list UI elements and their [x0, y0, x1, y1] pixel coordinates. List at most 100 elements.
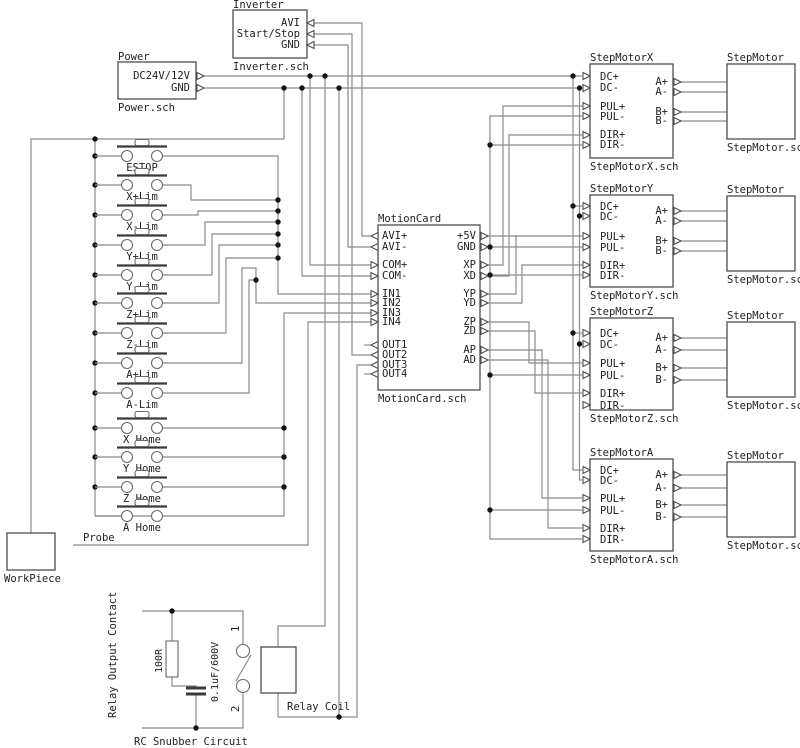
svg-text:PUL+: PUL+ — [600, 231, 625, 243]
power-pin-arrows — [196, 71, 205, 93]
rc-snubber-circuit[interactable]: Relay Output Contact 100R 0.1uF/600V 1 2… — [107, 592, 252, 748]
stepmotory-block[interactable]: StepMotorY StepMotorY.sch DC+ DC- PUL+ P… — [582, 183, 682, 302]
svg-text:StepMotor: StepMotor — [727, 310, 784, 322]
svg-text:StepMotor.sch: StepMotor.sch — [727, 142, 800, 154]
inverter-block[interactable]: Inverter Inverter.sch AVI Start/Stop GND — [232, 0, 315, 73]
capacitor-label: 0.1uF/600V — [210, 642, 221, 702]
stepmotorx-sch-label: StepMotorX.sch — [590, 161, 679, 173]
svg-text:IN3: IN3 — [382, 307, 401, 319]
svg-text:StepMotor.sch: StepMotor.sch — [727, 540, 800, 552]
svg-text:B+: B+ — [655, 499, 668, 511]
workpiece-label: WorkPiece — [4, 573, 61, 585]
stepmotorx-block[interactable]: StepMotorX StepMotorX.sch DC+ DC- PUL+ P… — [582, 52, 682, 173]
svg-text:OUT4: OUT4 — [382, 368, 407, 380]
relay-coil-label: Relay Coil — [287, 701, 350, 713]
inverter-title: Inverter — [233, 0, 284, 11]
svg-text:B+: B+ — [655, 106, 668, 118]
svg-text:DIR-: DIR- — [600, 270, 625, 282]
contact-terminal-1 — [235, 643, 251, 659]
switch-y-plus-lim[interactable]: Y+Lim — [93, 227, 169, 264]
switch-x-minus-lim[interactable]: X-Lim — [93, 197, 169, 234]
switch-x-home[interactable]: X Home — [93, 410, 169, 447]
svg-text:B-: B- — [655, 374, 668, 386]
workpiece-block[interactable]: WorkPiece — [4, 532, 61, 585]
resistor-label: 100R — [154, 648, 165, 673]
contact-2-label: 2 — [230, 706, 242, 712]
svg-text:A-: A- — [655, 86, 668, 98]
stepmotory-title: StepMotorY — [590, 183, 654, 195]
svg-text:A Home: A Home — [123, 522, 161, 534]
svg-text:YP: YP — [463, 288, 476, 300]
stepmotor-y[interactable]: StepMotor StepMotor.sch — [726, 184, 800, 286]
svg-text:X-Lim: X-Lim — [126, 221, 158, 233]
stepmotorz-pin-labels: DC+ DC- PUL+ PUL- DIR+ DIR- A+ A- B+ B- — [600, 328, 668, 412]
svg-text:StepMotor.sch: StepMotor.sch — [727, 400, 800, 412]
svg-text:StepMotor: StepMotor — [727, 450, 784, 462]
svg-text:COM-: COM- — [382, 270, 407, 282]
relay-coil-block[interactable]: Relay Coil — [260, 646, 350, 713]
inverter-pin-startstop: Start/Stop — [237, 28, 300, 40]
stepmotor-a[interactable]: StepMotor StepMotor.sch — [726, 450, 800, 552]
svg-text:DIR-: DIR- — [600, 400, 625, 412]
relay-output-contact-label: Relay Output Contact — [107, 592, 119, 718]
rc-snubber-label: RC Snubber Circuit — [134, 736, 248, 748]
probe-label: Probe — [83, 532, 115, 544]
svg-text:A+: A+ — [655, 469, 668, 481]
stepmotorz-block[interactable]: StepMotorZ StepMotorZ.sch DC+ DC- PUL+ P… — [582, 306, 682, 425]
switch-a-minus-lim[interactable]: A-Lim — [93, 375, 169, 412]
svg-text:PUL+: PUL+ — [600, 358, 625, 370]
stepmotor-z[interactable]: StepMotor StepMotor.sch — [726, 310, 800, 412]
svg-text:AD: AD — [463, 354, 476, 366]
switch-z-minus-lim[interactable]: Z-Lim — [93, 315, 169, 352]
svg-text:ZD: ZD — [463, 325, 476, 337]
switch-y-minus-lim[interactable]: Y-Lim — [93, 257, 169, 294]
power-block[interactable]: Power Power.sch DC24V/12V GND — [117, 51, 205, 114]
svg-text:A-Lim: A-Lim — [126, 399, 158, 411]
stepmotor-x[interactable]: StepMotor StepMotor.sch — [726, 52, 800, 154]
svg-text:Y+Lim: Y+Lim — [126, 251, 158, 263]
svg-text:OUT1: OUT1 — [382, 339, 407, 351]
stepmotora-block[interactable]: StepMotorA StepMotorA.sch DC+ DC- PUL+ P… — [582, 447, 682, 566]
switch-x-plus-lim[interactable]: X+Lim — [93, 167, 169, 204]
stepmotora-title: StepMotorA — [590, 447, 654, 459]
switch-y-home[interactable]: Y Home — [93, 439, 169, 476]
svg-text:PUL+: PUL+ — [600, 101, 625, 113]
svg-text:COM+: COM+ — [382, 259, 407, 271]
motioncard-block[interactable]: MotionCard MotionCard.sch AVI+ AVI- COM+… — [370, 213, 489, 405]
stepmotory-sch-label: StepMotorY.sch — [590, 290, 679, 302]
svg-text:StepMotor.sch: StepMotor.sch — [727, 274, 800, 286]
motioncard-right-pin-arrows — [480, 231, 489, 365]
svg-text:A+: A+ — [655, 205, 668, 217]
svg-text:IN2: IN2 — [382, 297, 401, 309]
motioncard-title: MotionCard — [378, 213, 441, 225]
svg-text:PUL-: PUL- — [600, 111, 625, 123]
svg-text:B+: B+ — [655, 362, 668, 374]
switch-estop[interactable]: ESTOP — [93, 138, 169, 175]
svg-text:DIR+: DIR+ — [600, 129, 625, 141]
svg-text:StepMotor: StepMotor — [727, 52, 784, 64]
switch-z-plus-lim[interactable]: Z+Lim — [93, 285, 169, 322]
switch-a-home[interactable]: A Home — [93, 498, 169, 535]
power-sch-label: Power.sch — [118, 102, 175, 114]
switch-z-home[interactable]: Z Home — [93, 469, 169, 506]
motioncard-right-pin-labels: +5V GND XP XD YP YD ZP ZD AP AD — [457, 230, 477, 366]
svg-text:DC-: DC- — [600, 82, 619, 94]
contact-1-label: 1 — [230, 626, 242, 632]
svg-text:PUL-: PUL- — [600, 370, 625, 382]
switch-a-plus-lim[interactable]: A+Lim — [93, 345, 169, 382]
svg-text:A-: A- — [655, 215, 668, 227]
svg-text:DC+: DC+ — [600, 71, 619, 83]
resistor-symbol — [165, 640, 179, 678]
svg-text:DIR+: DIR+ — [600, 523, 625, 535]
svg-text:XD: XD — [463, 270, 476, 282]
svg-text:A+Lim: A+Lim — [126, 369, 158, 381]
svg-text:AP: AP — [463, 344, 476, 356]
svg-text:B-: B- — [655, 115, 668, 127]
svg-text:B+: B+ — [655, 235, 668, 247]
svg-text:XP: XP — [463, 259, 476, 271]
stepmotorx-title: StepMotorX — [590, 52, 654, 64]
switch-ladder: ESTOP X+Lim X-Lim Y+Lim Y-Lim Z+Lim Z-Li… — [93, 138, 169, 535]
inverter-pin-arrows — [306, 18, 315, 50]
